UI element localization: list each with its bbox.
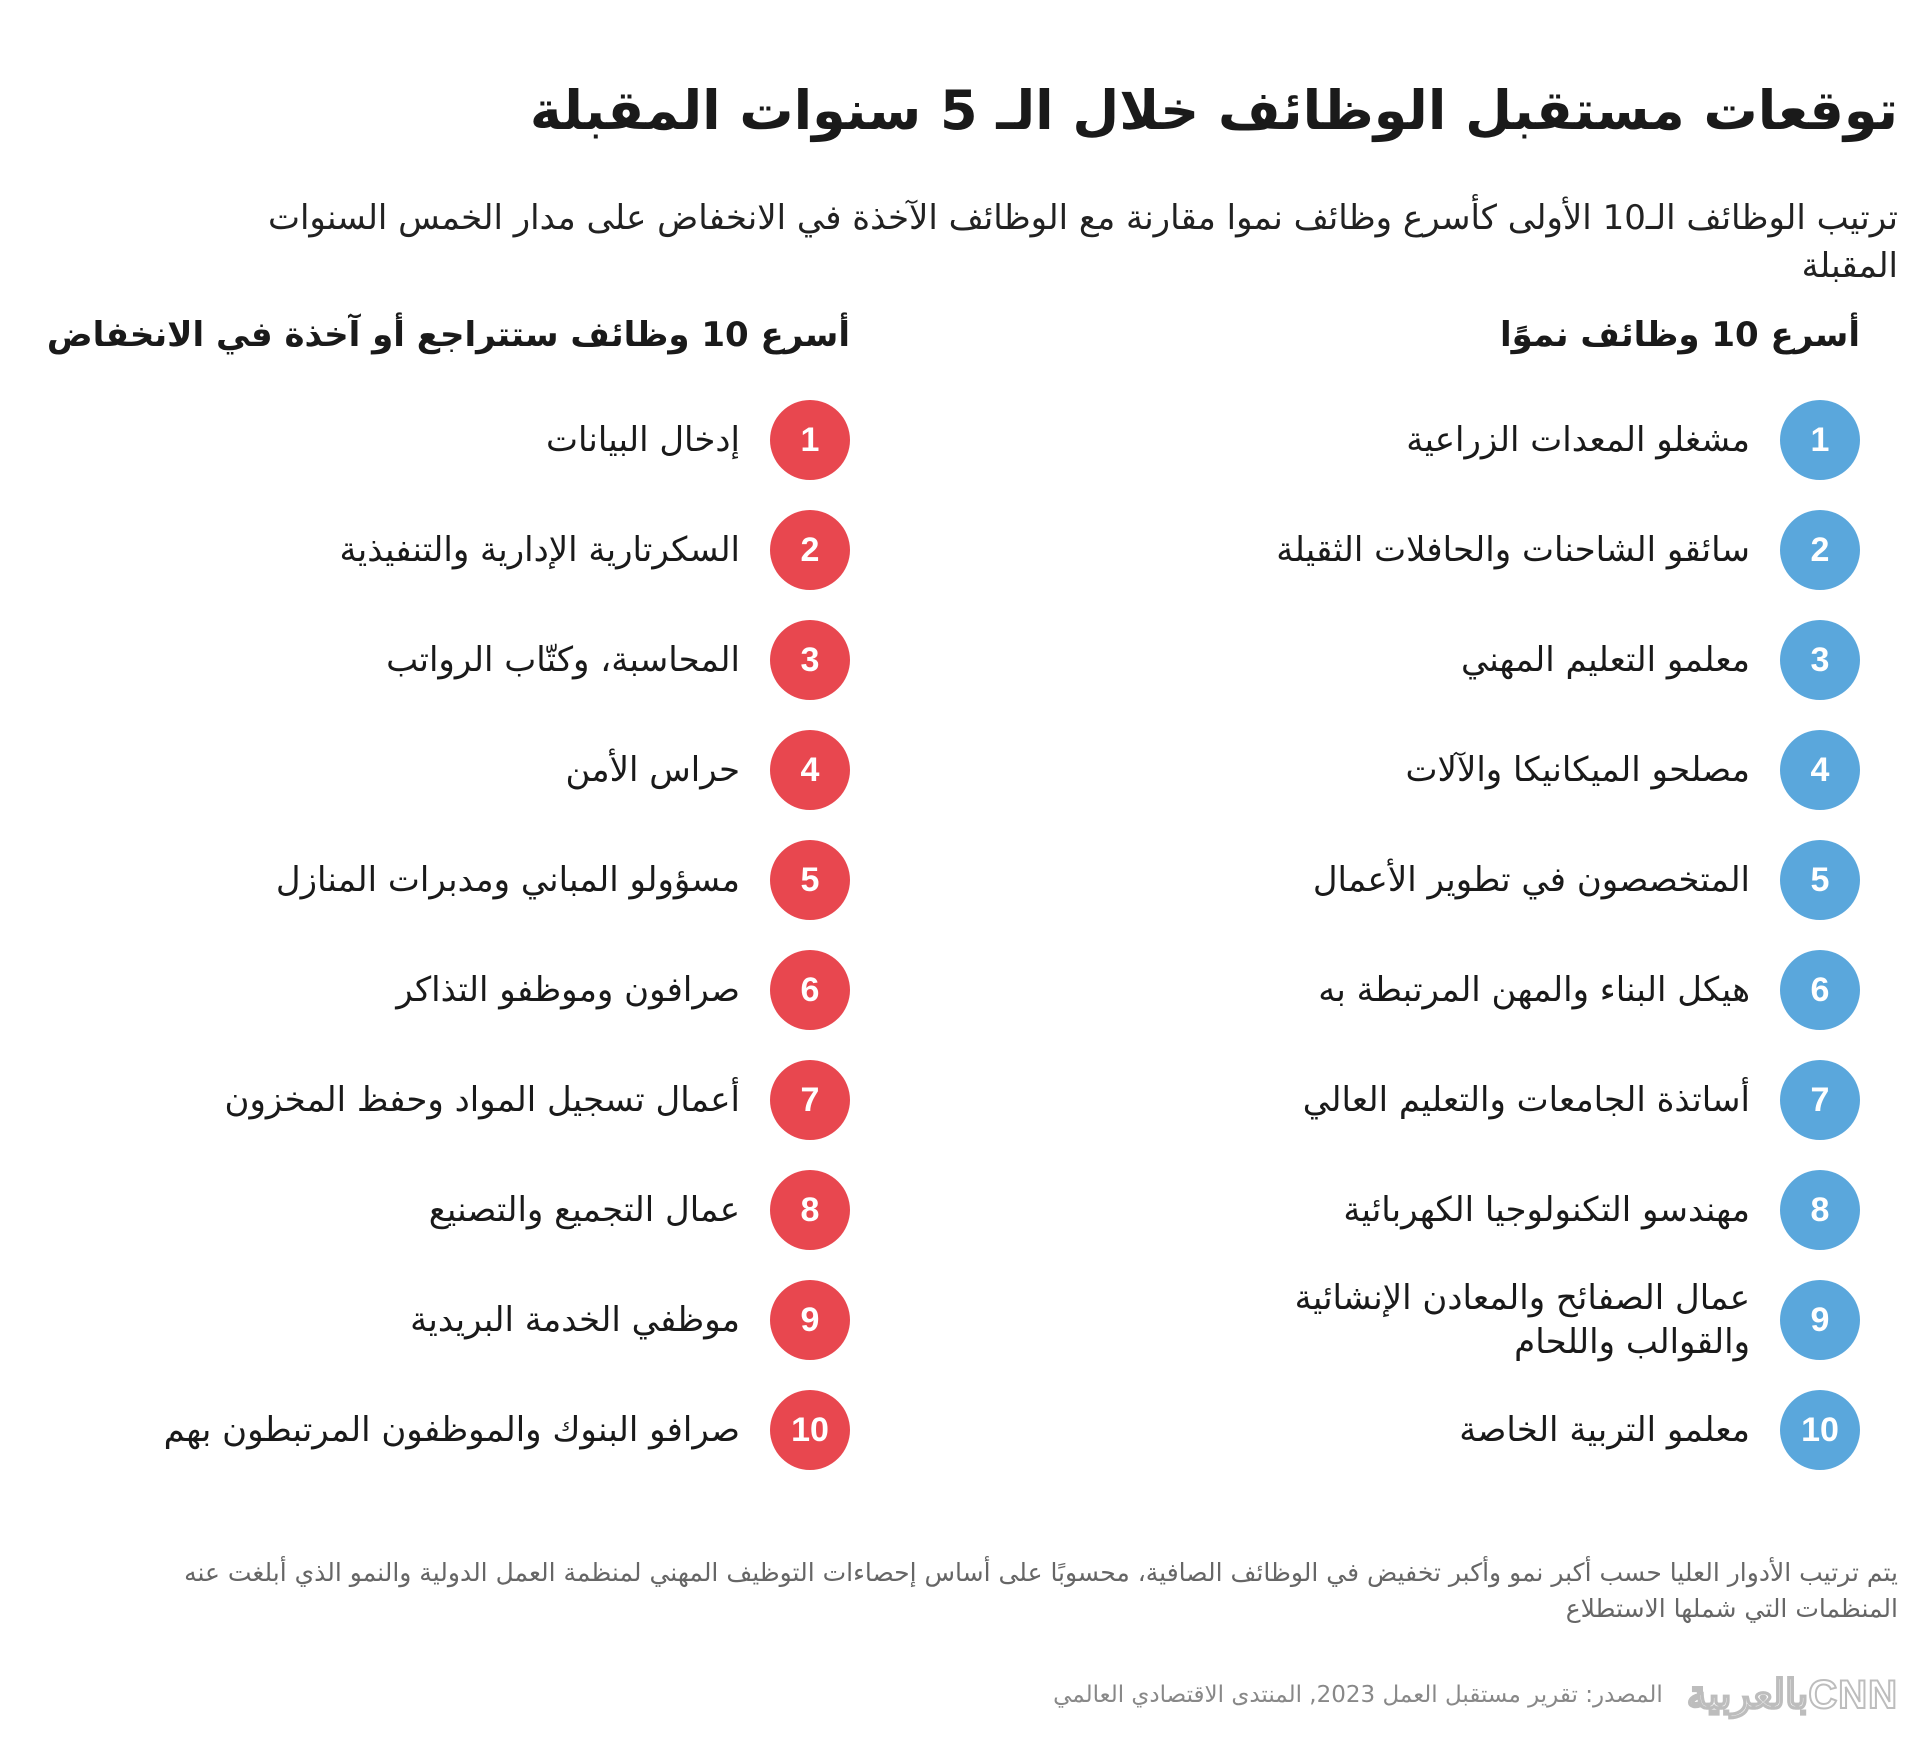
decline-item: 9 موظفي الخدمة البريدية [30, 1265, 850, 1375]
job-label: إدخال البيانات [546, 420, 740, 460]
job-label: السكرتارية الإدارية والتنفيذية [339, 530, 741, 570]
job-label: أعمال تسجيل المواد وحفظ المخزون [224, 1080, 740, 1120]
decline-item: 2 السكرتارية الإدارية والتنفيذية [30, 495, 850, 605]
job-label: أساتذة الجامعات والتعليم العالي [1302, 1080, 1750, 1120]
rank-badge: 5 [1780, 840, 1860, 920]
growth-item: 2 سائقو الشاحنات والحافلات الثقيلة [1040, 495, 1860, 605]
rank-badge: 8 [770, 1170, 850, 1250]
rank-badge: 7 [770, 1060, 850, 1140]
growth-item: 6 هيكل البناء والمهن المرتبطة به [1040, 935, 1860, 1045]
rank-badge: 9 [770, 1280, 850, 1360]
rank-badge: 6 [1780, 950, 1860, 1030]
growth-item: 10 معلمو التربية الخاصة [1040, 1375, 1860, 1485]
job-label: مهندسو التكنولوجيا الكهربائية [1343, 1190, 1750, 1230]
decline-item: 4 حراس الأمن [30, 715, 850, 825]
rank-badge: 8 [1780, 1170, 1860, 1250]
job-label: موظفي الخدمة البريدية [410, 1300, 740, 1340]
cnn-arabic-logo: بالعربيةCNN [1686, 1672, 1898, 1718]
job-label: حراس الأمن [565, 750, 740, 790]
rank-badge: 5 [770, 840, 850, 920]
job-label: صرافون وموظفو التذاكر [396, 970, 740, 1010]
job-label: معلمو التربية الخاصة [1459, 1410, 1750, 1450]
growth-heading: أسرع 10 وظائف نموًا [1499, 315, 1860, 355]
growth-item: 3 معلمو التعليم المهني [1040, 605, 1860, 715]
source-credit: المصدر: تقرير مستقبل العمل 2023, المنتدى… [1053, 1682, 1663, 1708]
rank-badge: 9 [1780, 1280, 1860, 1360]
decline-heading: أسرع 10 وظائف ستتراجع أو آخذة في الانخفا… [46, 315, 850, 355]
growth-item: 8 مهندسو التكنولوجيا الكهربائية [1040, 1155, 1860, 1265]
rank-badge: 2 [1780, 510, 1860, 590]
rank-badge: 4 [770, 730, 850, 810]
decline-item: 1 إدخال البيانات [30, 385, 850, 495]
job-label: مسؤولو المباني ومدبرات المنازل [275, 860, 740, 900]
decline-item: 3 المحاسبة، وكتّاب الرواتب [30, 605, 850, 715]
decline-list: 1 إدخال البيانات 2 السكرتارية الإدارية وال… [30, 385, 850, 1485]
rank-badge: 4 [1780, 730, 1860, 810]
growth-item: 5 المتخصصون في تطوير الأعمال [1040, 825, 1860, 935]
job-label: المحاسبة، وكتّاب الرواتب [386, 640, 740, 680]
footer: بالعربيةCNN المصدر: تقرير مستقبل العمل 2… [1053, 1670, 1898, 1720]
growth-item: 7 أساتذة الجامعات والتعليم العالي [1040, 1045, 1860, 1155]
rank-badge: 10 [770, 1390, 850, 1470]
rank-badge: 7 [1780, 1060, 1860, 1140]
job-label: مصلحو الميكانيكا والآلات [1405, 750, 1750, 790]
decline-item: 10 صرافو البنوك والموظفون المرتبطون بهم [30, 1375, 850, 1485]
rank-badge: 2 [770, 510, 850, 590]
decline-item: 6 صرافون وموظفو التذاكر [30, 935, 850, 1045]
job-label: المتخصصون في تطوير الأعمال [1312, 860, 1750, 900]
rank-badge: 10 [1780, 1390, 1860, 1470]
rank-badge: 1 [1780, 400, 1860, 480]
decline-item: 5 مسؤولو المباني ومدبرات المنازل [30, 825, 850, 935]
growth-list: 1 مشغلو المعدات الزراعية 2 سائقو الشاحنات … [1040, 385, 1860, 1485]
job-label: صرافو البنوك والموظفون المرتبطون بهم [163, 1410, 740, 1450]
decline-item: 8 عمال التجميع والتصنيع [30, 1155, 850, 1265]
decline-item: 7 أعمال تسجيل المواد وحفظ المخزون [30, 1045, 850, 1155]
rank-badge: 3 [1780, 620, 1860, 700]
job-label: عمال التجميع والتصنيع [428, 1190, 740, 1230]
growth-item: 4 مصلحو الميكانيكا والآلات [1040, 715, 1860, 825]
rank-badge: 3 [770, 620, 850, 700]
page-title: توقعات مستقبل الوظائف خلال الـ 5 سنوات ا… [529, 79, 1898, 143]
rank-badge: 6 [770, 950, 850, 1030]
rank-badge: 1 [770, 400, 850, 480]
job-label: هيكل البناء والمهن المرتبطة به [1318, 970, 1750, 1010]
job-label: معلمو التعليم المهني [1460, 640, 1750, 680]
methodology-note: يتم ترتيب الأدوار العليا حسب أكبر نمو وأ… [184, 1558, 1898, 1623]
subtitle: ترتيب الوظائف الـ10 الأولى كأسرع وظائف ن… [267, 198, 1898, 286]
growth-item: 9 عمال الصفائح والمعادن الإنشائية والقوال… [1040, 1265, 1860, 1375]
job-label: عمال الصفائح والمعادن الإنشائية والقوالب… [1294, 1278, 1750, 1362]
growth-item: 1 مشغلو المعدات الزراعية [1040, 385, 1860, 495]
job-label: سائقو الشاحنات والحافلات الثقيلة [1276, 530, 1750, 570]
job-label: مشغلو المعدات الزراعية [1406, 420, 1750, 460]
